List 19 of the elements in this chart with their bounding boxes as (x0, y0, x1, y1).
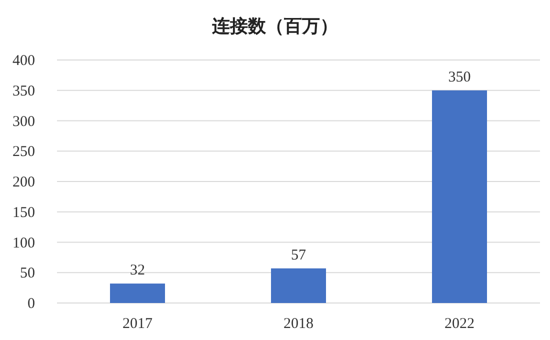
y-tick-label: 200 (12, 174, 35, 190)
bar (110, 284, 165, 303)
y-tick-label: 0 (28, 296, 35, 312)
data-label: 350 (448, 69, 471, 86)
x-tick-label: 2022 (444, 316, 474, 332)
chart-title: 连接数（百万） (211, 16, 338, 37)
y-tick-label: 350 (12, 83, 35, 100)
bar (271, 268, 326, 303)
bar (432, 90, 487, 303)
y-tick-label: 100 (12, 235, 35, 252)
y-tick-label: 150 (12, 204, 35, 221)
data-label: 32 (130, 262, 145, 279)
x-tick-label: 2018 (284, 316, 314, 332)
y-tick-label: 300 (12, 114, 35, 130)
y-tick-label: 50 (20, 266, 35, 282)
x-tick-label: 2017 (122, 316, 153, 332)
y-tick-label: 250 (12, 144, 35, 160)
data-label: 57 (291, 247, 306, 264)
y-tick-label: 400 (12, 53, 35, 69)
